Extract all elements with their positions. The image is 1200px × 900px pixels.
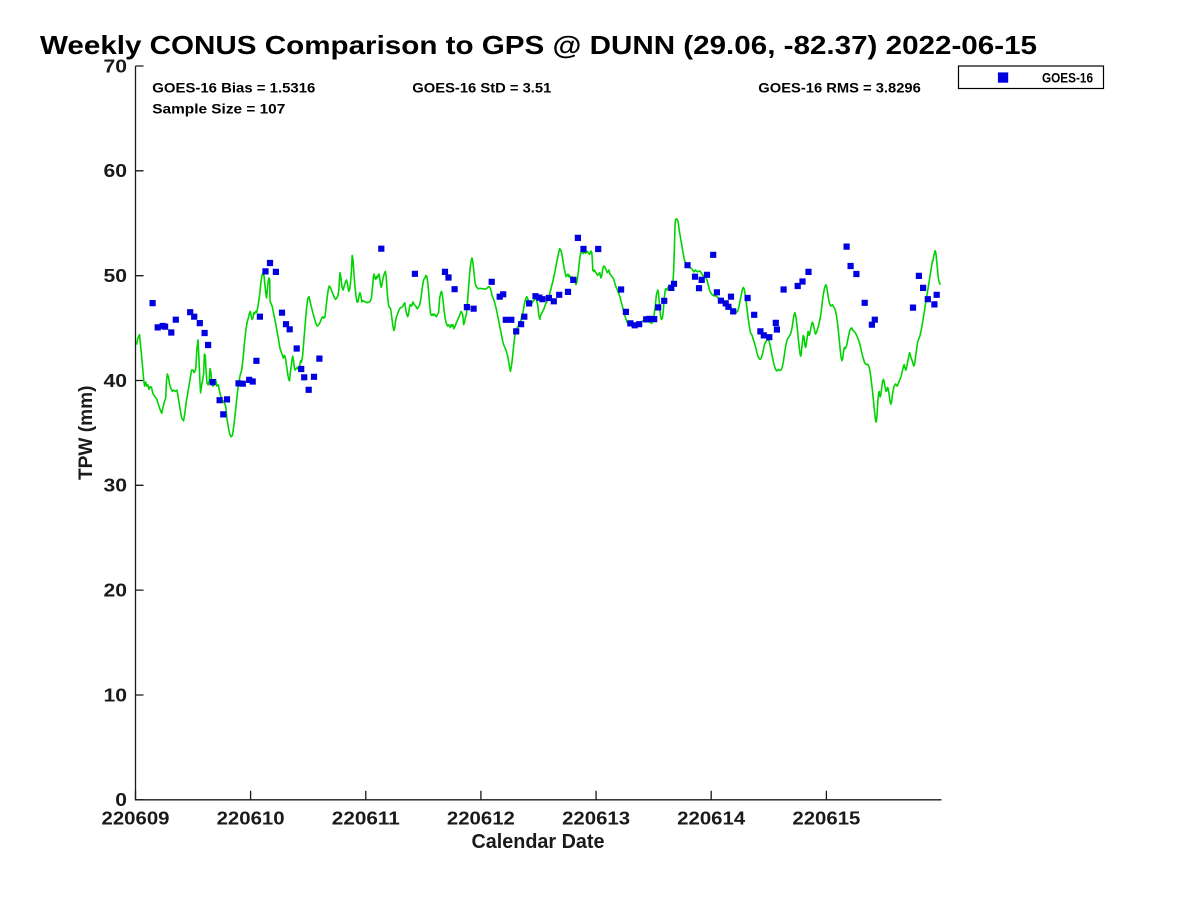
svg-text:220612: 220612 bbox=[447, 809, 515, 829]
svg-text:50: 50 bbox=[104, 266, 128, 286]
svg-text:20: 20 bbox=[104, 580, 128, 600]
svg-text:30: 30 bbox=[104, 476, 128, 496]
svg-text:TPW (mm): TPW (mm) bbox=[76, 386, 97, 481]
svg-text:220609: 220609 bbox=[102, 809, 170, 829]
svg-text:220610: 220610 bbox=[217, 809, 285, 829]
svg-text:220613: 220613 bbox=[562, 809, 630, 829]
svg-text:0: 0 bbox=[115, 790, 127, 810]
svg-text:Weekly CONUS Comparison to GPS: Weekly CONUS Comparison to GPS @ DUNN (2… bbox=[40, 30, 1037, 60]
svg-text:GOES-16 StD = 3.51: GOES-16 StD = 3.51 bbox=[412, 80, 551, 96]
svg-text:220611: 220611 bbox=[332, 809, 400, 829]
svg-text:10: 10 bbox=[104, 685, 128, 705]
svg-text:60: 60 bbox=[104, 161, 128, 181]
svg-text:220614: 220614 bbox=[677, 809, 745, 829]
svg-text:220615: 220615 bbox=[792, 809, 860, 829]
svg-text:GOES-16 RMS = 3.8296: GOES-16 RMS = 3.8296 bbox=[758, 80, 921, 96]
svg-text:Sample Size = 107: Sample Size = 107 bbox=[152, 101, 285, 117]
svg-text:Calendar Date: Calendar Date bbox=[472, 831, 605, 853]
svg-text:GOES-16: GOES-16 bbox=[1042, 71, 1093, 86]
svg-text:40: 40 bbox=[104, 371, 128, 391]
svg-text:70: 70 bbox=[104, 56, 128, 76]
svg-text:GOES-16 Bias = 1.5316: GOES-16 Bias = 1.5316 bbox=[152, 80, 315, 96]
